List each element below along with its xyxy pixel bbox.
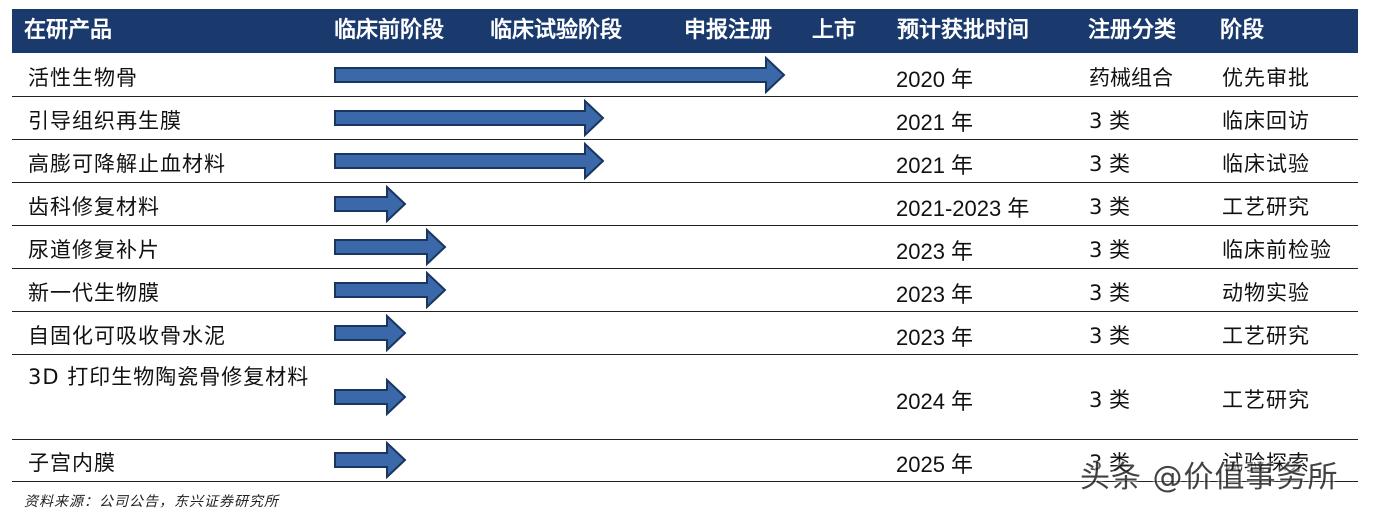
table-row: 活性生物骨 2020 年 药械组合 优先审批 bbox=[12, 53, 1358, 97]
cell-approval-year: 2021 年 bbox=[896, 152, 974, 178]
source-note: 资料来源：公司公告，东兴证券研究所 bbox=[24, 494, 279, 510]
cell-approval-year: 2025 年 bbox=[896, 452, 974, 477]
cell-reg-class: 3 类 bbox=[1089, 451, 1131, 475]
progress-arrow bbox=[334, 270, 447, 309]
cell-stage: 工艺研究 bbox=[1222, 387, 1310, 412]
table-row: 3D 打印生物陶瓷骨修复材料 2024 年 3 类 工艺研究 bbox=[12, 354, 1358, 440]
cell-approval-year: 2023 年 bbox=[896, 324, 974, 350]
header-product: 在研产品 bbox=[24, 18, 113, 43]
cell-approval-year: 2021-2023 年 bbox=[896, 195, 1030, 221]
progress-arrow bbox=[334, 227, 447, 266]
cell-product: 高膨可降解止血材料 bbox=[28, 151, 226, 176]
progress-arrow bbox=[334, 98, 605, 137]
cell-product: 自固化可吸收骨水泥 bbox=[28, 323, 226, 348]
cell-reg-class: 3 类 bbox=[1089, 237, 1131, 262]
watermark: 头条 @价值事务所 bbox=[1080, 460, 1339, 495]
cell-reg-class: 3 类 bbox=[1089, 108, 1131, 133]
header-approval-time: 预计获批时间 bbox=[897, 18, 1030, 43]
table-row: 引导组织再生膜 2021 年 3 类 临床回访 bbox=[12, 96, 1358, 140]
cell-approval-year: 2021 年 bbox=[896, 109, 974, 135]
cell-product: 活性生物骨 bbox=[28, 65, 138, 90]
header-registration: 申报注册 bbox=[684, 18, 773, 43]
progress-arrow bbox=[334, 441, 407, 479]
cell-stage: 临床回访 bbox=[1222, 108, 1310, 133]
cell-stage: 工艺研究 bbox=[1222, 323, 1310, 348]
table-row: 尿道修复补片 2023 年 3 类 临床前检验 bbox=[12, 225, 1358, 269]
cell-stage: 试验探索 bbox=[1222, 451, 1310, 475]
cell-stage: 临床前检验 bbox=[1222, 237, 1332, 262]
cell-approval-year: 2020 年 bbox=[896, 66, 974, 92]
progress-arrow bbox=[334, 55, 786, 94]
progress-arrow bbox=[334, 313, 407, 352]
table-row: 新一代生物膜 2023 年 3 类 动物实验 bbox=[12, 268, 1358, 312]
table-row: 高膨可降解止血材料 2021 年 3 类 临床试验 bbox=[12, 139, 1358, 183]
header-stage: 阶段 bbox=[1220, 18, 1265, 43]
cell-approval-year: 2023 年 bbox=[896, 281, 974, 307]
cell-product: 3D 打印生物陶瓷骨修复材料 bbox=[28, 365, 310, 389]
progress-arrow bbox=[334, 377, 407, 416]
cell-approval-year: 2024 年 bbox=[896, 388, 974, 414]
cell-reg-class: 3 类 bbox=[1089, 280, 1131, 305]
cell-product: 齿科修复材料 bbox=[28, 194, 160, 219]
cell-reg-class: 3 类 bbox=[1089, 151, 1131, 176]
cell-stage: 动物实验 bbox=[1222, 280, 1310, 305]
cell-product: 引导组织再生膜 bbox=[28, 108, 182, 133]
table-row: 子宫内膜 2025 年 3 类 试验探索 bbox=[12, 439, 1358, 482]
cell-stage: 工艺研究 bbox=[1222, 194, 1310, 219]
cell-stage: 优先审批 bbox=[1222, 65, 1310, 90]
header-market: 上市 bbox=[812, 18, 857, 43]
cell-stage: 临床试验 bbox=[1222, 151, 1310, 176]
cell-product: 子宫内膜 bbox=[28, 451, 116, 475]
header-clinical: 临床试验阶段 bbox=[490, 18, 623, 43]
cell-reg-class: 3 类 bbox=[1089, 194, 1131, 219]
table-header: 在研产品 临床前阶段 临床试验阶段 申报注册 上市 预计获批时间 注册分类 阶段 bbox=[12, 9, 1358, 53]
cell-approval-year: 2023 年 bbox=[896, 238, 974, 264]
cell-reg-class: 3 类 bbox=[1089, 387, 1131, 412]
header-preclinical: 临床前阶段 bbox=[334, 18, 445, 43]
cell-reg-class: 药械组合 bbox=[1089, 65, 1173, 90]
header-reg-class: 注册分类 bbox=[1088, 18, 1177, 43]
cell-reg-class: 3 类 bbox=[1089, 323, 1131, 348]
table-row: 齿科修复材料 2021-2023 年 3 类 工艺研究 bbox=[12, 182, 1358, 226]
cell-product: 尿道修复补片 bbox=[28, 237, 160, 262]
progress-arrow bbox=[334, 184, 407, 223]
progress-arrow bbox=[334, 141, 605, 180]
table-row: 自固化可吸收骨水泥 2023 年 3 类 工艺研究 bbox=[12, 311, 1358, 355]
cell-product: 新一代生物膜 bbox=[28, 280, 160, 305]
